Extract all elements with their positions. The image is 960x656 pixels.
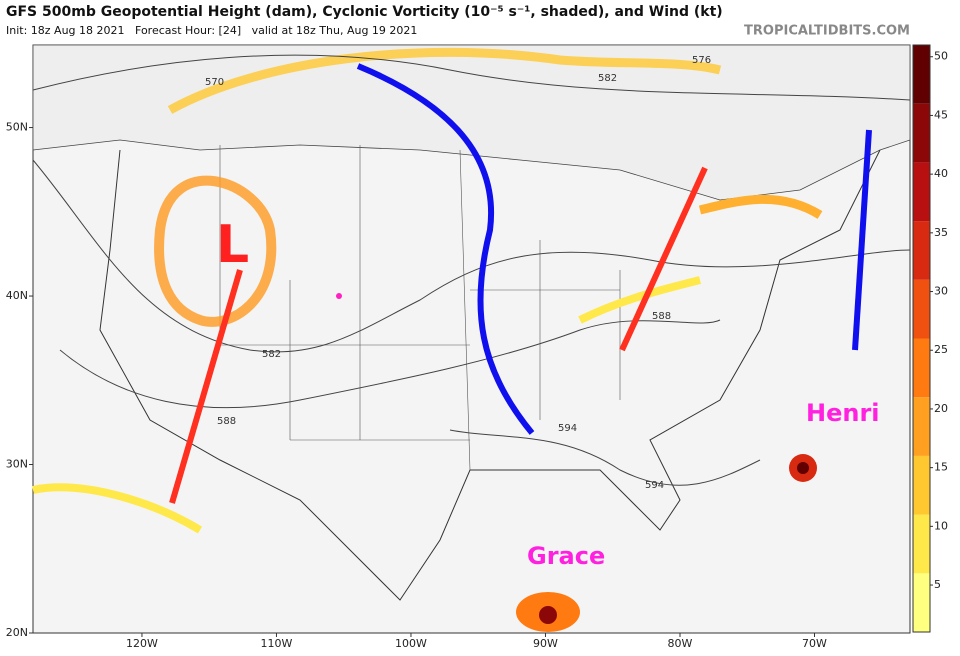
lat-label: 30N bbox=[6, 458, 28, 471]
grace-core bbox=[539, 606, 557, 624]
contour-label: 594 bbox=[645, 480, 664, 491]
contour-label: 588 bbox=[652, 311, 671, 322]
colorbar-label: 25 bbox=[934, 343, 948, 356]
colorbar-label: 45 bbox=[934, 108, 948, 121]
colorbar-swatch bbox=[913, 573, 930, 632]
lon-label: 110W bbox=[261, 637, 293, 650]
vorticity-band bbox=[32, 483, 203, 534]
contour-label: 582 bbox=[262, 349, 281, 360]
contour-label: 594 bbox=[558, 423, 577, 434]
colorbar: 5 10 15 20 25 30 35 40 45 50 bbox=[912, 44, 948, 633]
ridge-axis bbox=[619, 166, 708, 352]
brand: TROPICALTIDBITS.COM bbox=[744, 24, 910, 39]
lat-label: 40N bbox=[6, 289, 28, 302]
vorticity-band bbox=[154, 175, 277, 327]
lon-label: 100W bbox=[395, 637, 427, 650]
colorbar-label: 35 bbox=[934, 226, 948, 239]
colorbar-swatch bbox=[913, 455, 930, 515]
colorbar-label: 10 bbox=[934, 519, 948, 532]
contour-label: 576 bbox=[692, 55, 711, 66]
colorbar-label: 15 bbox=[934, 461, 948, 474]
vorticity-band bbox=[578, 276, 701, 324]
height-contour bbox=[59, 319, 721, 409]
vorticity-band bbox=[167, 47, 722, 114]
lon-label: 90W bbox=[533, 637, 558, 650]
title: GFS 500mb Geopotential Height (dam), Cyc… bbox=[6, 4, 723, 20]
colorbar-swatch bbox=[913, 279, 930, 339]
colorbar-swatch bbox=[913, 397, 930, 456]
colorbar-swatch bbox=[913, 162, 930, 222]
lat-label: 50N bbox=[6, 121, 28, 134]
lon-label: 120W bbox=[126, 637, 158, 650]
ridge-axis bbox=[169, 269, 243, 504]
lon-label: 70W bbox=[802, 637, 827, 650]
coastline bbox=[99, 149, 881, 601]
state-borders bbox=[219, 145, 621, 471]
contour-label: 570 bbox=[205, 77, 224, 88]
axes: 50N 40N 30N 20N 120W 110W 100W 90W 80W 70W bbox=[6, 121, 827, 650]
subtitle: Init: 18z Aug 18 2021 Forecast Hour: [24… bbox=[6, 24, 417, 37]
colorbar-label: 20 bbox=[934, 402, 948, 415]
henri-core bbox=[797, 462, 809, 474]
colorbar-swatch bbox=[913, 514, 930, 574]
contour-label: 588 bbox=[217, 416, 236, 427]
height-contour bbox=[32, 159, 911, 353]
colorbar-swatch bbox=[913, 221, 930, 280]
trough-axis bbox=[356, 63, 535, 435]
contour-label: 582 bbox=[598, 73, 617, 84]
colorbar-label: 30 bbox=[934, 285, 948, 298]
height-contour bbox=[32, 54, 911, 101]
colorbar-label: 40 bbox=[934, 167, 948, 180]
point-marker bbox=[336, 293, 342, 299]
storm-label: Henri bbox=[806, 399, 880, 427]
lon-label: 80W bbox=[668, 637, 693, 650]
vorticity-band bbox=[698, 194, 823, 219]
colorbar-swatch bbox=[913, 103, 930, 163]
colorbar-label: 5 bbox=[934, 578, 941, 591]
colorbar-swatch bbox=[913, 45, 930, 104]
colorbar-swatch bbox=[913, 338, 930, 398]
storm-label: Grace bbox=[527, 542, 605, 570]
colorbar-label: 50 bbox=[934, 50, 948, 63]
map-area: 570 582 576 582 588 588 594 594 L Henri … bbox=[32, 44, 911, 634]
colorbar-frame bbox=[912, 44, 931, 633]
height-contour bbox=[449, 429, 761, 486]
trough-axis bbox=[852, 129, 872, 351]
canada bbox=[32, 44, 911, 201]
low-label: L bbox=[216, 215, 249, 275]
lat-label: 20N bbox=[6, 626, 28, 639]
